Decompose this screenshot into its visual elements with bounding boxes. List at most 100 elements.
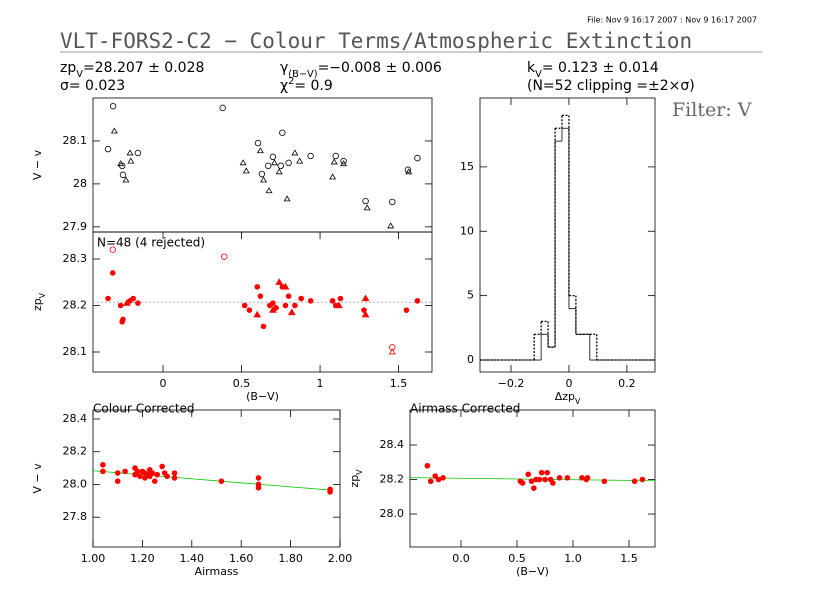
data-point xyxy=(388,348,396,355)
fit-statistic: γ(B−V)=−0.008 ± 0.006 xyxy=(280,60,442,80)
y-axis-label-part: zp xyxy=(348,475,361,488)
data-point xyxy=(119,171,127,179)
y-tick-label: 27.9 xyxy=(63,220,88,233)
y-axis-label-part: V xyxy=(355,469,364,475)
data-point xyxy=(260,176,268,183)
data-point xyxy=(270,300,276,306)
data-point xyxy=(283,195,291,202)
data-point xyxy=(405,168,413,175)
y-tick-label: 10 xyxy=(460,224,474,237)
x-tick-label: 1 xyxy=(317,377,324,390)
data-point xyxy=(109,246,116,253)
data-point xyxy=(105,295,111,302)
data-point xyxy=(269,153,277,161)
data-point xyxy=(255,484,262,491)
data-point xyxy=(363,204,371,211)
x-axis-label: ΔzpV xyxy=(555,390,581,406)
x-tick-label: 1.60 xyxy=(229,552,254,565)
data-point xyxy=(126,149,134,156)
data-point xyxy=(427,478,434,485)
fit-statistic-part: =−0.008 ± 0.006 xyxy=(318,60,442,76)
data-point xyxy=(414,154,421,162)
data-point xyxy=(528,478,535,485)
data-point xyxy=(291,149,299,156)
x-tick-label: 1.00 xyxy=(81,552,106,565)
y-tick-label: 27.8 xyxy=(63,510,88,523)
data-point xyxy=(104,145,112,153)
data-point xyxy=(361,294,370,302)
data-point xyxy=(122,468,128,475)
y-tick-label: 28 xyxy=(73,177,87,190)
y-tick-label: 28.4 xyxy=(63,412,88,425)
data-point xyxy=(269,306,277,313)
data-point xyxy=(221,253,228,260)
y-tick-label: 28.1 xyxy=(63,134,88,147)
y-axis-label-part: V xyxy=(38,292,47,298)
data-point xyxy=(519,480,526,486)
file-info: File: Nov 9 16:17 2007 : Nov 9 16:17 200… xyxy=(587,16,757,25)
fit-statistic-part: = 0.123 ± 0.014 xyxy=(542,60,659,76)
x-axis-label-part: V xyxy=(575,397,581,406)
data-point xyxy=(432,473,439,479)
data-point xyxy=(275,278,284,285)
fit-statistic-part: = 0.9 xyxy=(294,78,332,94)
fit-statistic-part: γ xyxy=(280,60,288,76)
x-tick-label: 1.0 xyxy=(564,552,582,565)
data-point xyxy=(135,300,141,306)
fit-statistic: kV= 0.123 ± 0.014 xyxy=(527,60,659,80)
data-point xyxy=(242,167,250,174)
data-point xyxy=(329,173,337,180)
y-tick-label: 28.3 xyxy=(63,252,88,265)
data-point xyxy=(149,470,156,476)
x-tick-label: 1.5 xyxy=(390,377,408,390)
panel-annotation: N=48 (4 rejected) xyxy=(97,236,205,250)
data-point xyxy=(134,149,142,157)
data-point xyxy=(154,471,161,478)
data-point xyxy=(171,470,178,476)
data-point xyxy=(164,473,170,480)
data-point xyxy=(254,284,261,290)
data-point xyxy=(109,102,117,110)
data-point xyxy=(218,478,225,485)
data-point xyxy=(579,475,585,481)
data-point xyxy=(279,129,286,136)
data-point xyxy=(159,463,165,470)
data-point xyxy=(298,295,305,302)
data-point xyxy=(253,310,262,318)
data-point xyxy=(296,157,304,164)
data-point xyxy=(564,475,571,481)
data-point xyxy=(287,308,296,316)
x-tick-label: 0.5 xyxy=(233,377,251,390)
data-point xyxy=(100,462,106,468)
data-point xyxy=(525,471,531,478)
data-point xyxy=(330,158,338,165)
y-axis-label: V − v xyxy=(31,463,44,494)
fit-statistic: (N=52 clipping =±2×σ) xyxy=(527,78,695,94)
data-point xyxy=(246,307,253,313)
y-axis-label: zpV xyxy=(348,469,364,488)
y-tick-label: 0 xyxy=(467,353,474,366)
data-point xyxy=(265,187,273,194)
fit-statistic: χ2= 0.9 xyxy=(280,76,333,95)
data-point xyxy=(127,157,135,164)
x-tick-label: 0.2 xyxy=(618,377,636,390)
data-point xyxy=(550,480,556,486)
filter-label: Filter: V xyxy=(672,99,752,121)
data-point xyxy=(389,344,396,351)
data-point xyxy=(265,162,272,170)
data-point xyxy=(285,293,292,299)
data-point xyxy=(340,160,348,167)
y-axis-label: zpV xyxy=(31,292,47,311)
y-tick-label: 5 xyxy=(467,289,474,302)
data-point xyxy=(271,159,279,166)
data-point xyxy=(556,475,563,481)
data-point xyxy=(109,270,116,276)
data-point xyxy=(530,485,537,491)
y-tick-label: 28.0 xyxy=(63,477,88,490)
x-tick-label: 1.80 xyxy=(278,552,303,565)
data-point xyxy=(120,316,126,323)
fit-statistic-part: σ= 0.023 xyxy=(60,78,125,94)
data-point xyxy=(387,222,395,229)
y-tick-label: 15 xyxy=(460,160,474,173)
fit-statistic-part: k xyxy=(527,60,536,76)
